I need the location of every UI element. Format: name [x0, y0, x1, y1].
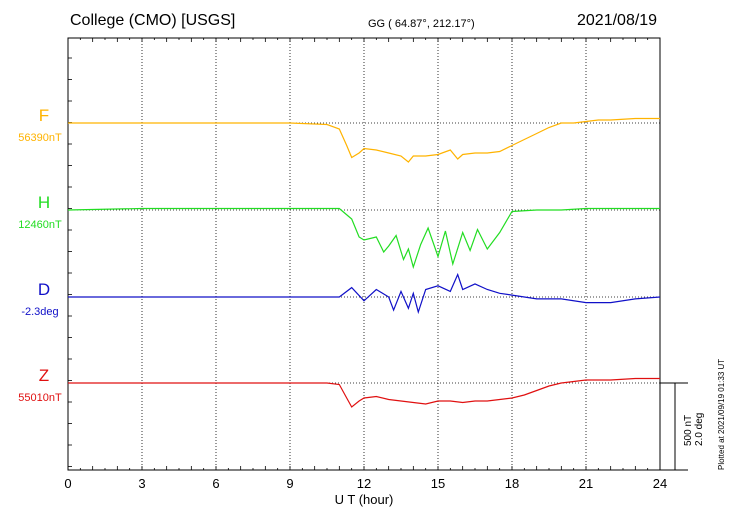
- x-tick-label: 24: [653, 476, 667, 491]
- x-tick-label: 18: [505, 476, 519, 491]
- x-tick-label: 6: [212, 476, 219, 491]
- series-baseline-H: 12460nT: [18, 219, 62, 231]
- series-line-D: [68, 272, 661, 315]
- series-line-F: [68, 117, 660, 163]
- chart-title: College (CMO) [USGS]: [70, 12, 236, 29]
- chart-date: 2021/08/19: [577, 12, 658, 29]
- scale-bar-label-nt: 500 nT: [683, 415, 694, 446]
- x-tick-label: 9: [286, 476, 293, 491]
- x-tick-label: 3: [138, 476, 145, 491]
- x-tick-label: 12: [357, 476, 371, 491]
- scale-bar-label-deg: 2.0 deg: [694, 413, 705, 446]
- series-label-F: F: [39, 106, 49, 125]
- series-label-H: H: [38, 193, 50, 212]
- x-tick-label: 0: [64, 476, 71, 491]
- series-line-H: [67, 207, 660, 270]
- series-baseline-Z: 55010nT: [18, 392, 62, 404]
- series-baseline-D: -2.3deg: [21, 306, 58, 318]
- x-tick-label: 21: [579, 476, 593, 491]
- station-coordinates: GG ( 64.87°, 212.17°): [368, 18, 475, 30]
- series-label-D: D: [38, 280, 50, 299]
- x-tick-label: 15: [431, 476, 445, 491]
- plotted-at-note: Plotted at 2021/09/19 01:33 UT: [717, 359, 726, 470]
- x-axis-label: U T (hour): [335, 492, 394, 507]
- series-label-Z: Z: [39, 366, 49, 385]
- series-line-Z: [68, 377, 660, 408]
- series-baseline-F: 56390nT: [18, 132, 62, 144]
